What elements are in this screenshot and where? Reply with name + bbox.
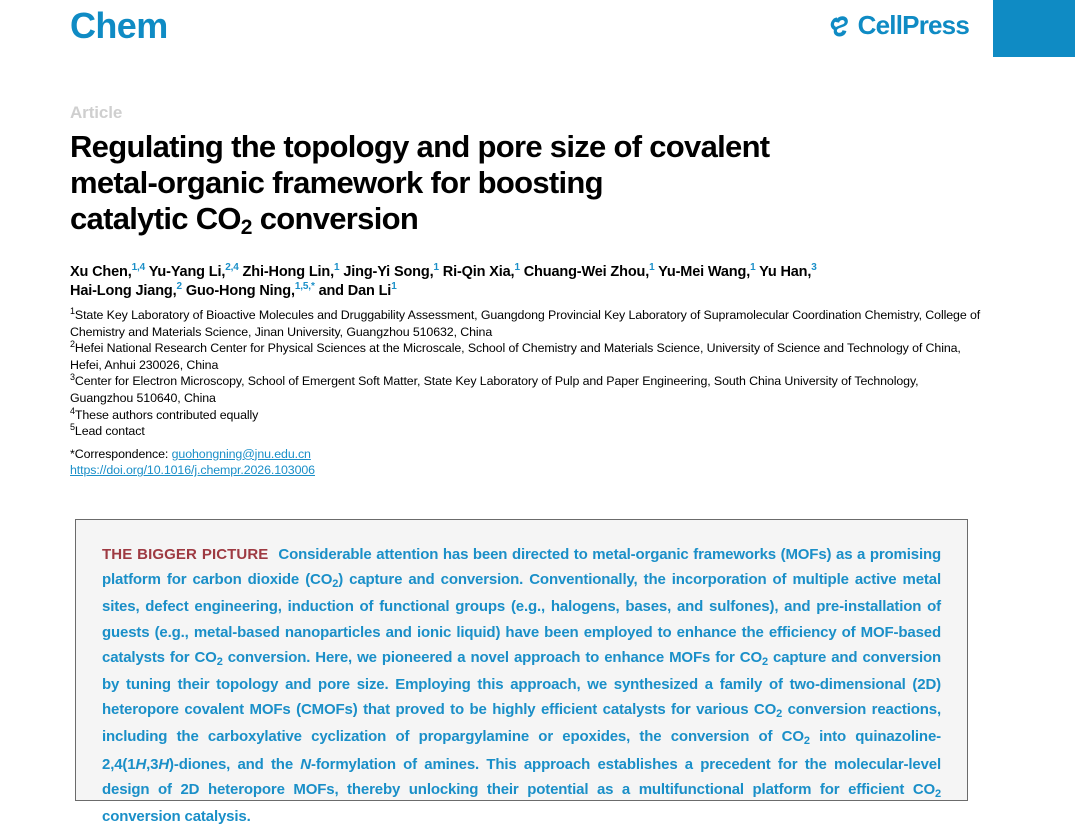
affiliation-list: 1State Key Laboratory of Bioactive Molec… bbox=[70, 305, 982, 440]
author-affiliation-marker: 1 bbox=[649, 262, 655, 274]
author-affiliation-marker: 3 bbox=[811, 262, 817, 274]
author-affiliation-marker: 1,4 bbox=[131, 262, 146, 274]
affiliation-item: 5Lead contact bbox=[70, 423, 982, 440]
affiliation-text: Center for Electron Microscopy, School o… bbox=[70, 374, 919, 405]
doi-link[interactable]: https://doi.org/10.1016/j.chempr.2026.10… bbox=[70, 463, 315, 478]
publisher-name: CellPress bbox=[857, 10, 970, 40]
author-affiliation-marker: 2,4 bbox=[225, 262, 239, 274]
title-line-3-post: conversion bbox=[251, 201, 419, 236]
publisher-logo[interactable]: CellPress bbox=[826, 10, 970, 40]
bigger-picture-label: THE BIGGER PICTURE bbox=[102, 546, 269, 563]
author-affiliation-marker: 1 bbox=[514, 262, 520, 274]
author-name: Yu-Mei Wang, bbox=[654, 264, 751, 280]
cellpress-loop-icon bbox=[826, 12, 852, 38]
affiliation-marker: 2 bbox=[70, 339, 75, 350]
title-line-1: Regulating the topology and pore size of… bbox=[70, 129, 770, 164]
author-name: Yu-Yang Li, bbox=[145, 264, 226, 280]
author-affiliation-marker: 2 bbox=[176, 281, 183, 293]
bigger-picture-text: THE BIGGER PICTURE Considerable attention… bbox=[76, 520, 967, 829]
affiliation-text: Hefei National Research Center for Physi… bbox=[70, 341, 961, 372]
italic-locant: N bbox=[300, 755, 311, 773]
affiliation-marker: 5 bbox=[70, 422, 75, 433]
correspondence-line: *Correspondence: guohongning@jnu.edu.cn bbox=[70, 446, 982, 463]
author-line-2: Hai-Long Jiang,2 Guo-Hong Ning,1,5,* and… bbox=[70, 281, 397, 299]
bigger-picture-body: -formylation of amines. This approach es… bbox=[102, 755, 941, 798]
bigger-picture-body: capture and conversion by tuning their t… bbox=[102, 648, 941, 719]
bigger-picture-body: conversion catalysis. bbox=[102, 808, 251, 826]
title-line-3-pre: catalytic CO bbox=[70, 201, 241, 236]
bigger-picture-body: into quinazoline-2,4(1 bbox=[102, 728, 941, 773]
author-list: Xu Chen,1,4 Yu-Yang Li,2,4 Zhi-Hong Lin,… bbox=[70, 263, 990, 301]
affiliation-item: 2Hefei National Research Center for Phys… bbox=[70, 340, 982, 373]
article-type-label: Article bbox=[70, 103, 123, 122]
author-name: Xu Chen, bbox=[70, 264, 132, 280]
affiliation-item: 1State Key Laboratory of Bioactive Molec… bbox=[70, 305, 982, 340]
co2-subscript: 2 bbox=[776, 708, 783, 721]
journal-logo[interactable]: Chem bbox=[70, 5, 168, 46]
doi-line: https://doi.org/10.1016/j.chempr.2026.10… bbox=[70, 462, 982, 479]
co2-subscript: 2 bbox=[935, 787, 941, 800]
affiliation-item: 4These authors contributed equally bbox=[70, 405, 982, 424]
author-affiliation-marker: 1,5,* bbox=[294, 281, 315, 293]
title-subscript: 2 bbox=[240, 216, 253, 239]
affiliation-text: State Key Laboratory of Bioactive Molecu… bbox=[70, 308, 981, 339]
author-affiliation-marker: 1 bbox=[391, 281, 397, 293]
correspondence-label: *Correspondence: bbox=[70, 446, 169, 461]
page-masthead: Chem CellPress bbox=[0, 0, 1075, 57]
co2-subscript: 2 bbox=[803, 735, 810, 748]
author-name: Ri-Qin Xia, bbox=[438, 264, 515, 280]
author-line-1: Xu Chen,1,4 Yu-Yang Li,2,4 Zhi-Hong Lin,… bbox=[70, 262, 817, 280]
author-affiliation-marker: 1 bbox=[433, 262, 439, 274]
author-name: Chuang-Wei Zhou, bbox=[519, 264, 650, 280]
correspondence-block: *Correspondence: guohongning@jnu.edu.cn … bbox=[70, 446, 982, 479]
correspondence-email-link[interactable]: guohongning@jnu.edu.cn bbox=[171, 446, 311, 461]
bigger-picture-body: ) capture and conversion. Conventionally… bbox=[102, 571, 941, 666]
affiliation-marker: 3 bbox=[70, 372, 75, 383]
affiliation-marker: 1 bbox=[70, 305, 75, 316]
author-name: Hai-Long Jiang, bbox=[70, 283, 177, 299]
author-affiliation-marker: 1 bbox=[750, 262, 756, 274]
bigger-picture-body: conversion reactions, including the carb… bbox=[102, 701, 941, 746]
italic-locant: H bbox=[158, 755, 170, 773]
co2-subscript: 2 bbox=[762, 655, 768, 668]
affiliation-marker: 4 bbox=[70, 405, 75, 416]
co2-subscript: 2 bbox=[332, 578, 339, 591]
page-title: Regulating the topology and pore size of… bbox=[70, 129, 930, 241]
italic-locant: H bbox=[135, 755, 147, 773]
affiliation-item: 3Center for Electron Microscopy, School … bbox=[70, 373, 982, 406]
author-name: Zhi-Hong Lin, bbox=[238, 264, 335, 280]
affiliation-text: These authors contributed equally bbox=[74, 407, 259, 422]
author-name: Yu Han, bbox=[755, 264, 812, 280]
bigger-picture-body: conversion. Here, we pioneered a novel a… bbox=[222, 648, 762, 666]
bigger-picture-box: THE BIGGER PICTURE Considerable attention… bbox=[75, 519, 968, 825]
bigger-picture-body: Considerable attention has been directed… bbox=[102, 546, 941, 589]
author-name: Guo-Hong Ning, bbox=[181, 283, 295, 299]
bigger-picture-body: ,3 bbox=[146, 755, 159, 773]
author-name: and Dan Li bbox=[314, 283, 392, 299]
article-header: Article Regulating the topology and pore… bbox=[0, 103, 1075, 479]
header-accent-square bbox=[993, 0, 1075, 57]
bigger-picture-body: )-diones, and the bbox=[169, 755, 301, 773]
author-affiliation-marker: 1 bbox=[334, 262, 340, 274]
title-line-2: metal-organic framework for boosting bbox=[70, 165, 604, 200]
affiliation-text: Lead contact bbox=[74, 424, 145, 439]
author-name: Jing-Yi Song, bbox=[339, 264, 434, 280]
co2-subscript: 2 bbox=[216, 655, 223, 668]
